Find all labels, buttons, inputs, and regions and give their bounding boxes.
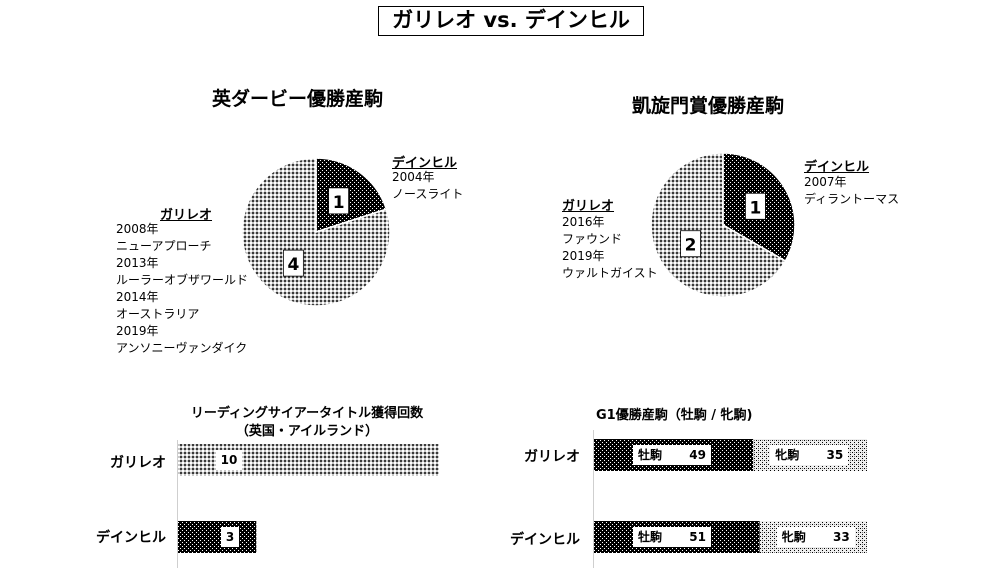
bar4-value: 49 — [689, 448, 706, 462]
legend-line: 2004年 — [392, 170, 435, 184]
pie1-slice-1 — [241, 157, 391, 307]
legend-line: ファウンド — [562, 232, 623, 246]
bar4-value-label: 牡駒 49 — [633, 445, 711, 465]
bar4-series-name: 牡駒 — [638, 448, 663, 462]
bar3-bar-1 — [178, 521, 257, 553]
bar4-series-name: 牝駒 — [775, 448, 800, 462]
bar3-subtitle: （英国・アイルランド） — [235, 424, 379, 439]
bar4-series-name: 牝駒 — [781, 530, 806, 544]
legend-line: 2019年 — [562, 249, 605, 263]
legend-line: ニューアプローチ — [116, 239, 212, 253]
bar3-title: リーディングサイアータイトル獲得回数 — [190, 406, 424, 421]
bar4-row-label-dansili: デインヒル — [510, 532, 580, 548]
pie1-legend-galileo-name: ガリレオ — [160, 208, 213, 223]
bar3-value-label: 3 — [221, 527, 239, 547]
bar3-row-label-dansili: デインヒル — [96, 530, 166, 546]
legend-line: ノースライト — [392, 187, 464, 201]
legend-line: アンソニーヴァンダイク — [116, 341, 248, 355]
legend-line: 2019年 — [116, 324, 159, 338]
pie1-slice-value-0: 1 — [333, 193, 345, 213]
bar4-value-label: 牡駒 51 — [633, 527, 711, 547]
bar4-value: 35 — [826, 448, 844, 462]
pie-arc: 12 — [650, 152, 796, 298]
legend-line: ウァルトガイスト — [562, 266, 658, 280]
pie2-slice-label-box — [680, 230, 701, 258]
pie2-slice-1 — [650, 152, 787, 298]
bar3-row-label-galileo: ガリレオ — [110, 455, 166, 471]
pie1-legend-dansili-horses: 2004年 ノースライト — [392, 169, 463, 203]
pie1-slice-value-1: 4 — [287, 255, 299, 275]
bar4-series-name: 牡駒 — [638, 530, 663, 544]
pie2-slice-label-box — [745, 192, 766, 220]
pie1-legend-galileo-horses: 2008年 ニューアプローチ 2013年 ルーラーオブザワールド 2014年 オ… — [116, 221, 248, 357]
bar4-title: G1優勝産駒（牡駒 / 牝駒) — [596, 408, 753, 423]
pie2-legend-dansili-horses: 2007年 ディラントーマス — [804, 174, 899, 208]
main-title: ガリレオ vs. デインヒル — [378, 6, 644, 36]
pie2-title: 凱旋門賞優勝産駒 — [632, 95, 785, 117]
pie2-legend-galileo-name: ガリレオ — [562, 199, 615, 214]
legend-line: 2008年 — [116, 222, 159, 236]
legend-line: 2013年 — [116, 256, 159, 270]
bar3-value-label: 10 — [216, 450, 242, 470]
pie1-slice-label-box — [328, 187, 350, 215]
bar4-value: 33 — [833, 530, 850, 544]
legend-line: オーストラリア — [116, 307, 200, 321]
legend-line: 2007年 — [804, 175, 847, 189]
legend-line: 2014年 — [116, 290, 159, 304]
bar4-value: 51 — [689, 530, 706, 544]
pie1-slice-label-box — [282, 249, 304, 277]
pie2-slice-value-1: 2 — [685, 236, 697, 256]
legend-line: ディラントーマス — [804, 192, 900, 206]
pie1-legend-dansili-name: デインヒル — [392, 156, 458, 171]
pie-derby: 14 — [241, 157, 391, 307]
pie2-slice-value-0: 1 — [750, 198, 762, 218]
legend-line: 2016年 — [562, 215, 605, 229]
bar4-row-label-galileo: ガリレオ — [524, 449, 580, 465]
legend-line: ルーラーオブザワールド — [116, 273, 249, 287]
pie2-legend-dansili-name: デインヒル — [804, 160, 870, 175]
bar4-value-label: 牝駒 33 — [776, 527, 855, 547]
pie1-title: 英ダービー優勝産駒 — [212, 88, 384, 110]
pie2-legend-galileo-horses: 2016年 ファウンド 2019年 ウァルトガイスト — [562, 214, 658, 282]
bar4-value-label: 牝駒 35 — [770, 445, 849, 465]
